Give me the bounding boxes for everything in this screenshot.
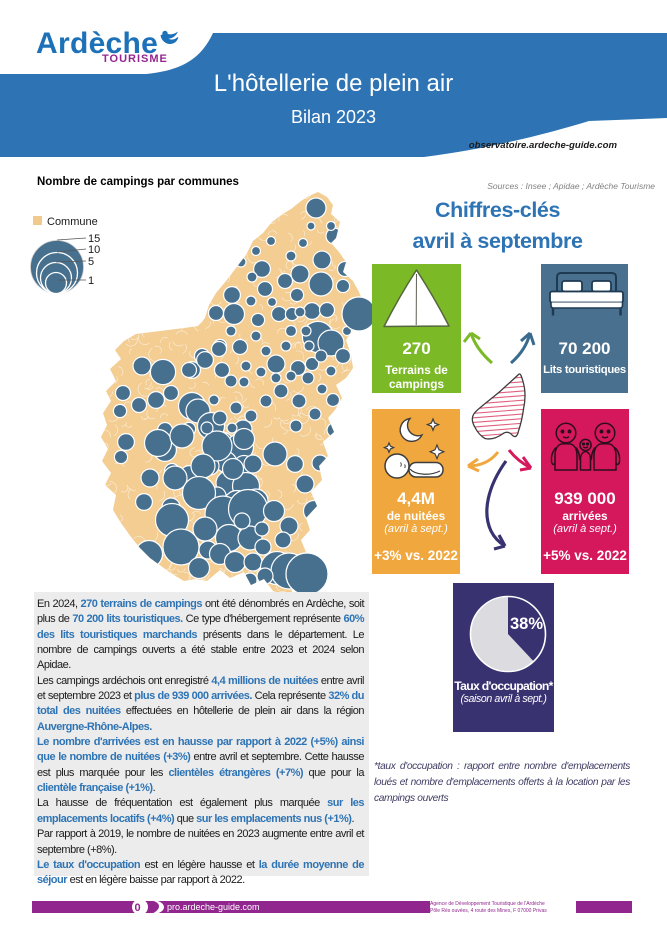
svg-text:0: 0 <box>135 902 141 914</box>
svg-text:38%: 38% <box>510 615 543 633</box>
svg-text:Commune: Commune <box>47 216 98 228</box>
svg-text:5: 5 <box>88 256 94 268</box>
svg-text:10: 10 <box>88 244 100 256</box>
svg-text:1: 1 <box>88 275 94 287</box>
svg-text:15: 15 <box>88 233 100 245</box>
